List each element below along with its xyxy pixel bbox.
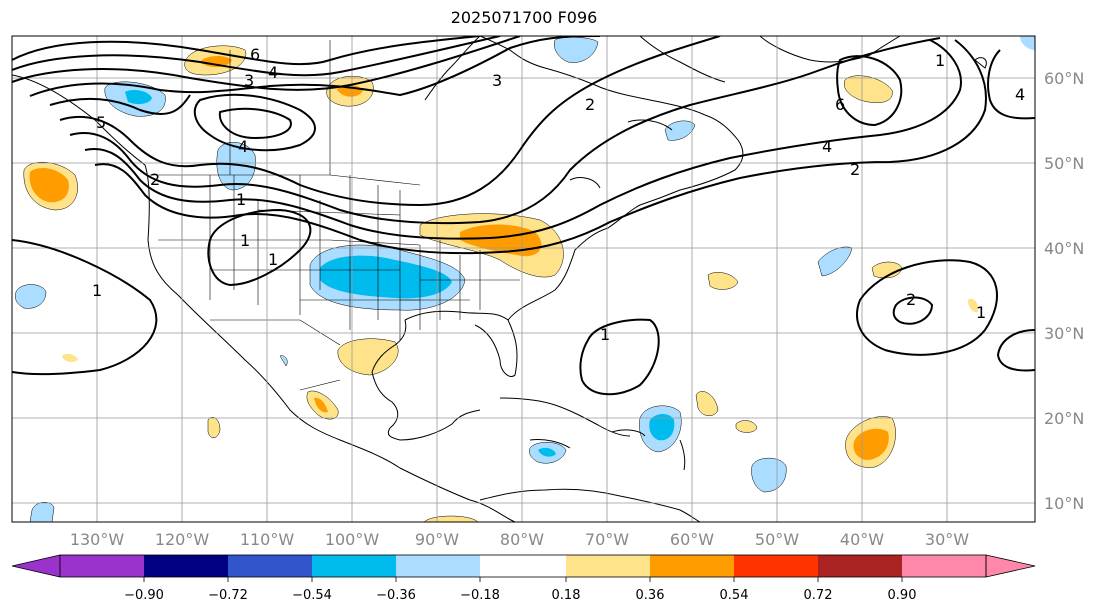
colorbar-tick-label: 0.90 (888, 588, 917, 603)
positive-anomaly-area (844, 75, 893, 103)
negative-anomaly-area (125, 90, 152, 105)
lon-label: 110°W (240, 530, 295, 549)
positive-anomaly-area (695, 391, 719, 416)
lon-label: 100°W (325, 530, 380, 549)
negative-anomaly-area (279, 355, 288, 367)
contour-label: 2 (150, 170, 160, 189)
contour-label: 1 (92, 281, 102, 300)
anomaly-fills (15, 36, 1035, 522)
contour-label: 5 (96, 113, 106, 132)
colorbar-segment (60, 555, 144, 577)
contour-label: 6 (250, 45, 260, 64)
lon-label: 30°W (925, 530, 969, 549)
colorbar-segment (566, 555, 650, 577)
contour-lines (12, 36, 1035, 396)
colorbar-segment (734, 555, 818, 577)
lat-label: 40°N (1044, 239, 1084, 258)
contour-label: 2 (850, 160, 860, 179)
contour-label: 4 (1015, 85, 1025, 104)
positive-anomaly-area (968, 298, 979, 313)
lon-label: 90°W (415, 530, 459, 549)
contour-label: 1 (600, 325, 610, 344)
lon-label: 40°W (840, 530, 884, 549)
lon-label: 130°W (70, 530, 125, 549)
longitude-labels: 130°W 120°W 110°W 100°W 90°W 80°W 70°W 6… (70, 530, 969, 549)
positive-anomaly-area (314, 397, 328, 413)
contour-label: 6 (835, 95, 845, 114)
colorbar-tick-label: 0.36 (636, 588, 665, 603)
contour-label: 1 (240, 231, 250, 250)
colorbar-tick-label: 0.72 (804, 588, 833, 603)
colorbar-segment (480, 555, 566, 577)
colorbar-segment (818, 555, 902, 577)
negative-anomaly-area (320, 255, 452, 299)
negative-anomaly-area (664, 120, 696, 141)
lon-label: 50°W (755, 530, 799, 549)
colorbar-segment (312, 555, 396, 577)
contour-label: 3 (492, 71, 502, 90)
lat-label: 20°N (1044, 409, 1084, 428)
positive-anomaly-area (337, 338, 399, 376)
lat-label: 60°N (1044, 69, 1084, 88)
contour-label: 4 (238, 137, 248, 156)
positive-anomaly-area (707, 272, 739, 290)
contour-label: 1 (268, 250, 278, 269)
negative-anomaly-area (1020, 36, 1035, 50)
colorbar-segment (902, 555, 986, 577)
positive-anomaly-area (423, 515, 479, 522)
negative-anomaly-area (216, 142, 256, 191)
contour-label: 4 (268, 63, 278, 82)
negative-anomaly-area (554, 37, 599, 63)
contour-label: 1 (976, 303, 986, 322)
graticule (12, 36, 1035, 522)
colorbar-extend-high (985, 554, 1036, 578)
colorbar-tick-label: −0.36 (376, 588, 416, 603)
lon-label: 70°W (585, 530, 629, 549)
colorbar-extend-low (11, 554, 61, 578)
lon-label: 120°W (155, 530, 210, 549)
map-title: 2025071700 F096 (450, 8, 598, 27)
colorbar-segment (650, 555, 734, 577)
colorbar-tick-label: 0.18 (552, 588, 581, 603)
latitude-labels: 60°N 50°N 40°N 30°N 20°N 10°N (1044, 69, 1084, 513)
positive-anomaly-area (735, 420, 758, 433)
colorbar-segment (228, 555, 312, 577)
lat-label: 50°N (1044, 154, 1084, 173)
colorbar-segment (396, 555, 480, 577)
colorbar-frame (59, 554, 987, 578)
contour-label: 2 (906, 290, 916, 309)
negative-anomaly-area (649, 414, 675, 441)
colorbar-tick-label: −0.72 (208, 588, 248, 603)
colorbar-tick-label: −0.18 (460, 588, 500, 603)
contour-label: 4 (822, 137, 832, 156)
positive-anomaly-area (62, 353, 78, 363)
lat-label: 10°N (1044, 494, 1084, 513)
negative-anomaly-area (15, 284, 47, 309)
colorbar-tick-label: −0.90 (124, 588, 164, 603)
negative-anomaly-area (29, 502, 55, 522)
positive-anomaly-area (207, 417, 221, 438)
lon-label: 80°W (500, 530, 544, 549)
contour-label-group: 6 3 4 1 4 5 3 4 2 6 4 2 2 1 1 1 1 2 1 1 (92, 45, 1025, 344)
negative-anomaly-area (538, 447, 556, 457)
colorbar-segment (144, 555, 228, 577)
negative-anomaly-area (751, 457, 787, 493)
lat-label: 30°N (1044, 324, 1084, 343)
colorbar-tick-label: −0.54 (292, 588, 332, 603)
colorbar-tick-label: 0.54 (720, 588, 749, 603)
positive-anomaly-area (29, 168, 69, 203)
colorbar: −0.90 −0.72 −0.54 −0.36 −0.18 0.18 0.36 … (11, 554, 1036, 603)
contour-label: 3 (244, 71, 254, 90)
contour-label: 2 (585, 95, 595, 114)
map-frame (11, 35, 1036, 523)
contour-label: 1 (935, 51, 945, 70)
lon-label: 60°W (670, 530, 714, 549)
negative-anomaly-area (817, 246, 853, 277)
contour-label: 1 (236, 190, 246, 209)
